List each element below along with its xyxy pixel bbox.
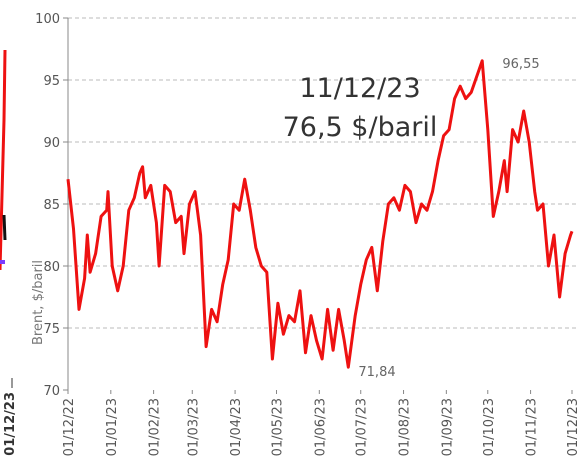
y-tick-label: 100 — [35, 12, 60, 27]
x-tick-label: 01/08/23 — [398, 398, 413, 456]
y-tick-label: 70 — [43, 384, 60, 399]
annotation: 96,55 — [502, 57, 539, 72]
x-tick-label: 01/01/23 — [105, 398, 120, 456]
annotation: 01/12/23 — [3, 392, 18, 456]
y-tick-label: 95 — [43, 74, 60, 89]
y-tick-label: 90 — [43, 136, 60, 151]
x-tick-label: 01/06/23 — [313, 398, 328, 456]
y-axis-label: Brent, $/baril — [31, 260, 46, 345]
x-tick-label: 01/04/23 — [229, 398, 244, 456]
x-tick-label: 01/02/23 — [148, 398, 163, 456]
fragment-line — [2, 214, 7, 241]
y-tick-label: 85 — [43, 198, 60, 213]
x-tick-label: 01/10/23 — [482, 398, 497, 456]
price-line — [66, 59, 574, 369]
x-tick-label: 01/09/23 — [440, 398, 455, 456]
x-tick-label: 01/03/23 — [186, 398, 201, 456]
x-tick-label: 01/12/22 — [62, 398, 77, 456]
annotation: 11/12/23 — [299, 73, 420, 104]
annotation: 76,5 $/baril — [283, 112, 438, 143]
fragment-line — [0, 49, 7, 271]
y-tick-label: 80 — [43, 260, 60, 275]
x-tick-label: 01/05/23 — [271, 398, 286, 456]
left-fragment — [0, 49, 13, 388]
x-tick-label: 01/12/23 — [566, 398, 577, 456]
annotation: 71,84 — [358, 365, 395, 380]
x-tick-label: 01/11/23 — [525, 398, 540, 456]
x-tick-label: 01/07/23 — [355, 398, 370, 456]
y-tick-label: 75 — [43, 322, 60, 337]
